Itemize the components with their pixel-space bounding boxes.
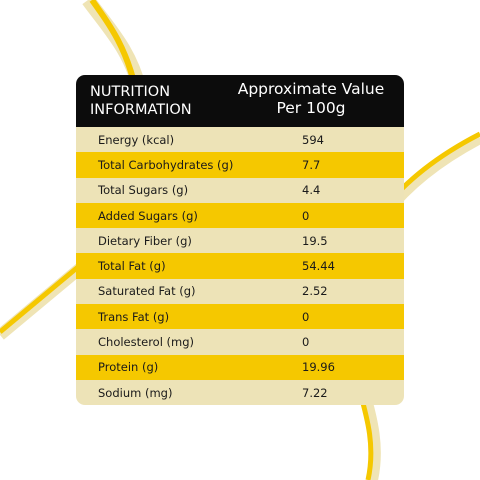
nutrient-name: Total Carbohydrates (g) bbox=[98, 157, 234, 172]
table-body: Energy (kcal) 594 Total Carbohydrates (g) 7… bbox=[76, 127, 404, 406]
header-text: Per 100g bbox=[276, 99, 346, 117]
nutrient-name: Saturated Fat (g) bbox=[98, 284, 196, 299]
table-row: Dietary Fiber (g) 19.5 bbox=[76, 228, 404, 254]
nutrient-name: Trans Fat (g) bbox=[98, 309, 170, 324]
table-row: Total Fat (g) 54.44 bbox=[76, 253, 404, 279]
table-row: Saturated Fat (g) 2.52 bbox=[76, 278, 404, 305]
header-text: NUTRITION bbox=[90, 84, 171, 100]
nutrient-value: 4.4 bbox=[302, 183, 321, 198]
table-row: Energy (kcal) 594 bbox=[76, 127, 404, 153]
header-left: NUTRITION INFORMATION bbox=[90, 83, 192, 119]
nutrient-name: Sodium (mg) bbox=[98, 385, 173, 400]
nutrient-value: 0 bbox=[302, 309, 310, 324]
nutrient-value: 594 bbox=[302, 132, 324, 147]
table-row: Total Carbohydrates (g) 7.7 bbox=[76, 152, 404, 178]
nutrient-name: Total Sugars (g) bbox=[98, 183, 189, 198]
table-row: Total Sugars (g) 4.4 bbox=[76, 177, 404, 203]
nutrient-name: Cholesterol (mg) bbox=[98, 335, 195, 350]
nutrient-name: Energy (kcal) bbox=[98, 132, 175, 147]
nutrient-name: Total Fat (g) bbox=[98, 259, 166, 274]
nutrition-table: NUTRITION INFORMATION Approximate Value … bbox=[76, 75, 404, 406]
nutrient-value: 19.5 bbox=[302, 233, 328, 248]
nutrient-value: 2.52 bbox=[302, 284, 328, 299]
nutrient-value: 54.44 bbox=[302, 259, 335, 274]
nutrient-value: 19.96 bbox=[302, 360, 335, 375]
table-row: Trans Fat (g) 0 bbox=[76, 304, 404, 330]
nutrient-name: Dietary Fiber (g) bbox=[98, 233, 192, 248]
header-text: Approximate Value bbox=[237, 80, 385, 98]
table-row: Sodium (mg) 7.22 bbox=[76, 379, 404, 406]
table-row: Added Sugars (g) 0 bbox=[76, 202, 404, 229]
nutrient-value: 0 bbox=[302, 335, 310, 350]
nutrient-value: 7.22 bbox=[302, 385, 328, 400]
header-right: Approximate Value Per 100g bbox=[221, 80, 401, 118]
nutrient-value: 7.7 bbox=[302, 157, 321, 172]
table-header: NUTRITION INFORMATION Approximate Value … bbox=[76, 75, 404, 127]
table-row: Protein (g) 19.96 bbox=[76, 354, 404, 380]
header-text: INFORMATION bbox=[90, 102, 192, 118]
nutrient-value: 0 bbox=[302, 208, 310, 223]
table-row: Cholesterol (mg) 0 bbox=[76, 329, 404, 355]
nutrient-name: Protein (g) bbox=[98, 360, 159, 375]
nutrient-name: Added Sugars (g) bbox=[98, 208, 198, 223]
